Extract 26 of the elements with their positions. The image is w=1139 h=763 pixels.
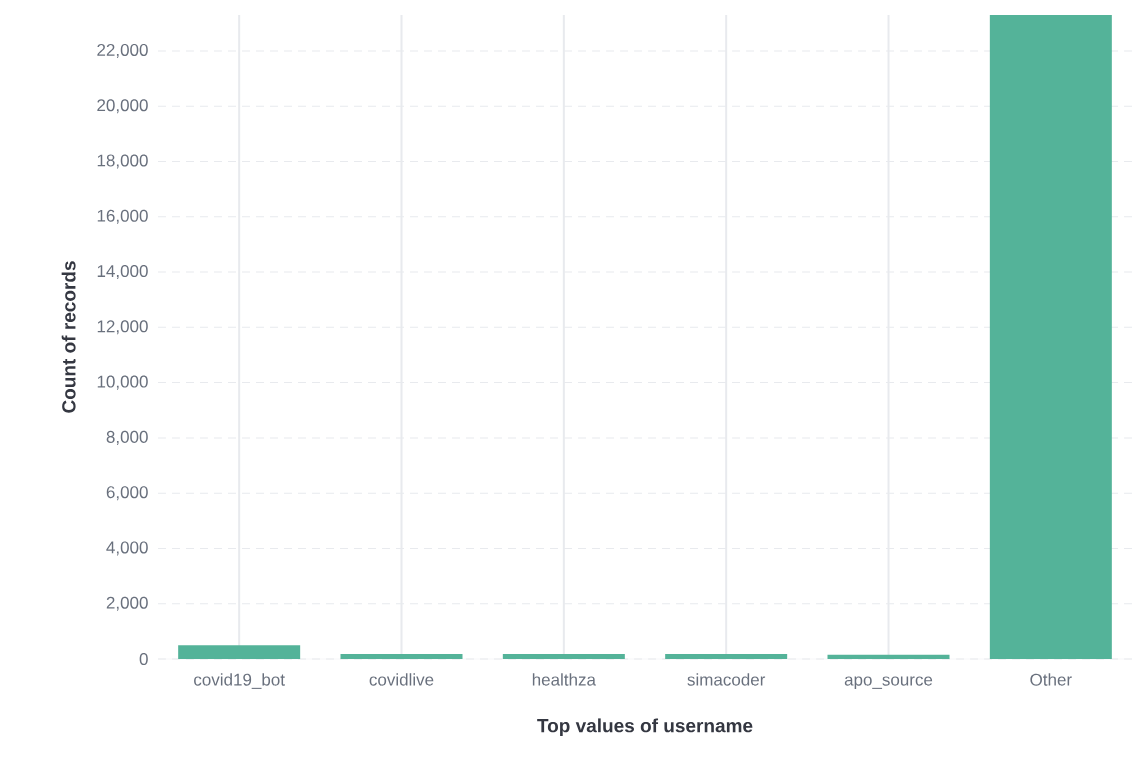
y-tick-label: 22,000 [97,43,148,58]
y-tick-label: 10,000 [97,375,148,390]
x-tick-label: covid19_bot [194,673,285,689]
x-tick-label: covidlive [369,673,434,686]
x-tick-label: healthza [532,673,596,686]
y-tick-label: 16,000 [97,209,148,224]
y-tick-label: 14,000 [97,265,148,280]
x-tick-label: Other [1030,673,1072,686]
bar [989,14,1112,659]
x-tick-label: apo_source [844,676,933,690]
y-tick-label: 4,000 [106,541,148,556]
bar [178,645,301,659]
x-axis-title: Top values of username [537,718,753,737]
y-tick-label: 6,000 [106,486,148,501]
y-tick-label: 12,000 [97,320,148,335]
y-tick-label: 8,000 [106,430,148,445]
x-tick-label: simacoder [687,673,766,686]
y-tick-label: 0 [139,652,148,666]
y-tick-label: 20,000 [97,99,148,114]
y-tick-label: 2,000 [106,596,148,611]
bar [665,654,788,659]
bar [502,654,625,659]
y-axis-title: Count of records [61,261,76,413]
y-tick-label: 18,000 [97,154,148,169]
bar [340,654,463,659]
bar [827,654,950,659]
